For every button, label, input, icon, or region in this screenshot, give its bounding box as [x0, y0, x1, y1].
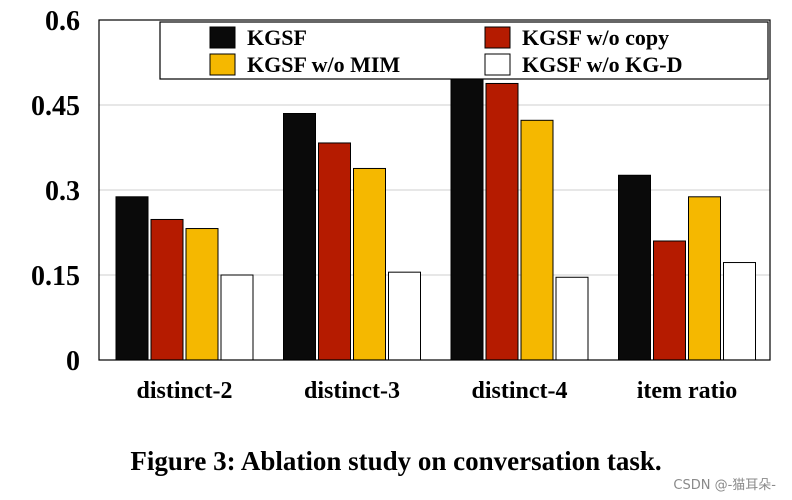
bar-kgsf-w-o-copy-item-ratio: [653, 240, 686, 361]
y-tick-label: 0.15: [31, 261, 80, 292]
bar-kgsf-w-o-mim-distinct-2: [185, 228, 219, 361]
plot-frame: [98, 19, 771, 361]
y-tick-label: 0.6: [45, 6, 80, 37]
legend: KGSF KGSF w/o copy KGSF w/o MIM KGSF w/o KG…: [159, 21, 769, 80]
bar-kgsf-w-o-mim-distinct-3: [353, 167, 386, 361]
legend-swatch: [484, 53, 511, 76]
bar-kgsf-w-o-kg-d-distinct-3: [388, 271, 421, 361]
x-tick-label: distinct-3: [304, 378, 400, 404]
chart: 00.150.30.450.6 distinct-2 distinct-3 dist…: [31, 6, 771, 404]
y-axis-ticks: 0 0.15 0.3 0.45 0.6: [31, 6, 80, 377]
y-tick-label: 0.45: [31, 91, 80, 122]
bar-kgsf-w-o-kg-d-distinct-4: [555, 276, 589, 361]
x-tick-label: distinct-2: [137, 378, 233, 404]
watermark: CSDN @-猫耳朵-: [673, 478, 776, 493]
bar-kgsf-distinct-4: [450, 64, 484, 361]
bar-kgsf-w-o-copy-distinct-2: [150, 218, 184, 361]
figure-caption: Figure 3: Ablation study on conversation…: [130, 446, 662, 476]
legend-label: KGSF w/o KG-D: [522, 52, 683, 77]
legend-swatch: [484, 26, 511, 49]
legend-label: KGSF: [247, 25, 307, 50]
bar-kgsf-w-o-kg-d-distinct-2: [220, 274, 254, 361]
legend-box: [159, 21, 769, 80]
x-tick-label: distinct-4: [472, 378, 568, 404]
legend-swatch: [209, 26, 236, 49]
bar-kgsf-w-o-kg-d-item-ratio: [723, 262, 756, 361]
bar-kgsf-w-o-mim-item-ratio: [688, 196, 721, 361]
y-tick-label: 0: [66, 346, 80, 377]
legend-swatch: [209, 53, 236, 76]
bars: [115, 64, 756, 361]
legend-label: KGSF w/o MIM: [247, 52, 400, 77]
bar-kgsf-w-o-copy-distinct-4: [485, 82, 519, 361]
bar-kgsf-distinct-3: [283, 113, 316, 361]
x-tick-label: item ratio: [637, 378, 738, 404]
x-axis-ticks: distinct-2 distinct-3 distinct-4 item ratio: [137, 378, 738, 404]
bar-kgsf-w-o-mim-distinct-4: [520, 119, 554, 361]
bar-kgsf-w-o-copy-distinct-3: [318, 142, 351, 361]
bar-kgsf-distinct-2: [115, 196, 149, 361]
y-tick-label: 0.3: [45, 176, 80, 207]
bar-kgsf-item-ratio: [618, 174, 651, 361]
legend-label: KGSF w/o copy: [522, 25, 669, 50]
